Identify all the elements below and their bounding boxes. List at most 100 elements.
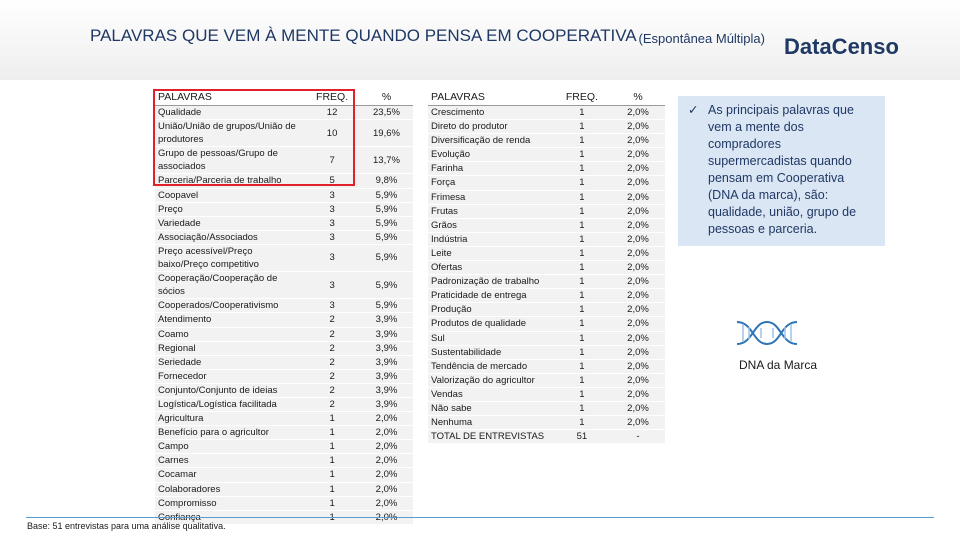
cell-number: 1	[304, 453, 360, 469]
cell-number: 5,9%	[359, 202, 413, 217]
row: Sustentabilidade 1 2,0%	[428, 345, 665, 360]
cell-number: 2,0%	[610, 133, 665, 149]
cell-word: Vendas	[428, 387, 553, 402]
cell-word: Evolução	[428, 147, 553, 163]
cell-number: 1	[552, 401, 611, 417]
cell-number: 1	[304, 439, 360, 455]
dna-label: DNA da Marca	[739, 358, 818, 372]
cell-number: 2,0%	[610, 345, 665, 360]
cell-word: Tendência de mercado	[428, 359, 553, 374]
cell-number: 2	[304, 355, 360, 370]
cell-number: 1	[552, 260, 611, 276]
cell-word: União/União de grupos/União de produtore…	[155, 119, 305, 148]
row: Farinha 1 2,0%	[428, 161, 665, 177]
cell-number: 1	[552, 316, 611, 332]
cell-number: 2,0%	[610, 373, 665, 388]
subtitle: (Espontânea Múltipla)	[638, 31, 765, 46]
cell-number: 2,0%	[610, 147, 665, 163]
cell-word: Agricultura	[155, 411, 305, 427]
cell-number: 1	[552, 147, 611, 163]
row: Vendas 1 2,0%	[428, 387, 665, 402]
note-box: As principais palavras que vem a mente d…	[678, 96, 885, 246]
cell-number: 19,6%	[359, 119, 413, 148]
cell-number: 3	[304, 230, 360, 245]
row: Fornecedor 2 3,9%	[155, 369, 413, 384]
column-header: %	[610, 90, 665, 106]
row: Variedade 3 5,9%	[155, 216, 413, 231]
cell-number: 3	[304, 244, 360, 273]
cell-number: 51	[552, 429, 611, 445]
cell-word: Seriedade	[155, 355, 305, 370]
cell-word: Conjunto/Conjunto de ideias	[155, 383, 305, 398]
cell-number: 7	[304, 146, 360, 175]
cell-number: 5,9%	[359, 271, 413, 300]
row: Frutas 1 2,0%	[428, 204, 665, 219]
cell-number: 12	[304, 105, 360, 121]
cell-word: Farinha	[428, 161, 553, 177]
cell-number: 5,9%	[359, 298, 413, 314]
row: Cooperação/Cooperação de sócios 3 5,9%	[155, 271, 413, 300]
row: Colaboradores 1 2,0%	[155, 482, 413, 497]
cell-number: 1	[552, 204, 611, 219]
cell-number: 2,0%	[610, 260, 665, 276]
row: Praticidade de entrega 1 2,0%	[428, 288, 665, 304]
cell-number: 3,9%	[359, 341, 413, 356]
cell-number: 2,0%	[610, 190, 665, 205]
cell-word: Diversificação de renda	[428, 133, 553, 149]
cell-number: 2,0%	[359, 482, 413, 497]
row: Agricultura 1 2,0%	[155, 411, 413, 427]
cell-number: 10	[304, 119, 360, 148]
cell-word: Crescimento	[428, 105, 553, 121]
cell-word: Indústria	[428, 232, 553, 247]
cell-word: Produtos de qualidade	[428, 316, 553, 332]
cell-word: Cooperados/Cooperativismo	[155, 298, 305, 314]
row: Grupo de pessoas/Grupo de associados 7 13,…	[155, 146, 413, 175]
cell-word: Preço acessível/Preço baixo/Preço compet…	[155, 244, 305, 273]
row: Padronização de trabalho 1 2,0%	[428, 274, 665, 290]
cell-number: -	[610, 429, 665, 445]
cell-number: 2,0%	[610, 302, 665, 318]
cell-number: 2	[304, 397, 360, 413]
row: Indústria 1 2,0%	[428, 232, 665, 247]
cell-number: 2,0%	[610, 387, 665, 402]
row: Campo 1 2,0%	[155, 439, 413, 455]
cell-word: Frimesa	[428, 190, 553, 205]
table-right: PALAVRAS FREQ.% Crescimento 1 2,0% Direto do …	[428, 90, 665, 445]
cell-number: 3,9%	[359, 383, 413, 398]
cell-number: 1	[552, 359, 611, 374]
row: Preço 3 5,9%	[155, 202, 413, 217]
row: Cooperados/Cooperativismo 3 5,9%	[155, 298, 413, 314]
cell-word: Produção	[428, 302, 553, 318]
cell-number: 2,0%	[359, 439, 413, 455]
cell-number: 5,9%	[359, 244, 413, 273]
dna-icon	[736, 320, 798, 346]
row: Compromisso 1 2,0%	[155, 496, 413, 511]
cell-number: 1	[304, 482, 360, 497]
cell-number: 1	[552, 161, 611, 177]
cell-word: Praticidade de entrega	[428, 288, 553, 304]
column-header: %	[359, 90, 413, 106]
row: Preço acessível/Preço baixo/Preço compet…	[155, 244, 413, 273]
cell-word: Benefício para o agricultor	[155, 425, 305, 441]
row: Regional 2 3,9%	[155, 341, 413, 356]
cell-word: Regional	[155, 341, 305, 356]
column-header: FREQ.	[304, 90, 360, 106]
cell-number: 2,0%	[610, 331, 665, 346]
cell-number: 2,0%	[610, 105, 665, 121]
logo: DataCenso	[784, 34, 899, 59]
row: Frimesa 1 2,0%	[428, 190, 665, 205]
cell-number: 1	[552, 133, 611, 149]
cell-word: Padronização de trabalho	[428, 274, 553, 290]
cell-word: Colaboradores	[155, 482, 305, 497]
cell-number: 2,0%	[610, 359, 665, 374]
cell-number: 3,9%	[359, 355, 413, 370]
cell-number: 13,7%	[359, 146, 413, 175]
cell-word: Não sabe	[428, 401, 553, 417]
cell-number: 2,0%	[610, 175, 665, 191]
cell-number: 1	[552, 232, 611, 247]
cell-number: 3,9%	[359, 327, 413, 342]
cell-number: 1	[304, 411, 360, 427]
row: Crescimento 1 2,0%	[428, 105, 665, 121]
cell-number: 2	[304, 341, 360, 356]
